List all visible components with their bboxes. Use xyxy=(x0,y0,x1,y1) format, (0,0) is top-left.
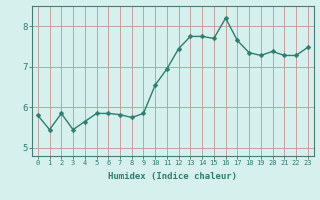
X-axis label: Humidex (Indice chaleur): Humidex (Indice chaleur) xyxy=(108,172,237,181)
